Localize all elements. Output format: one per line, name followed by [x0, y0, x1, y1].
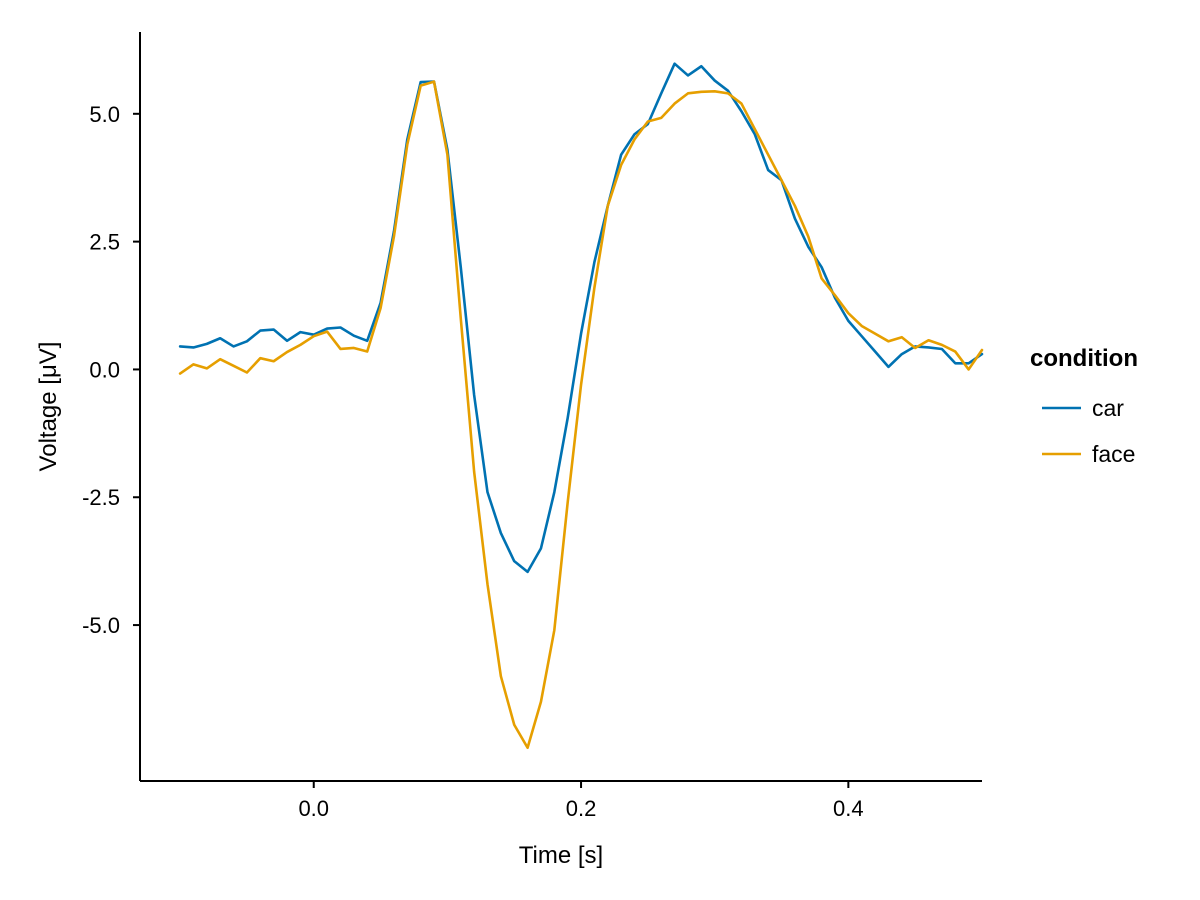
legend: condition car face	[1030, 345, 1138, 467]
legend-label-car: car	[1092, 395, 1124, 421]
x-axis-label: Time [s]	[519, 842, 603, 869]
series-line-face	[178, 80, 984, 750]
legend-label-face: face	[1092, 441, 1135, 467]
y-tick-label: -2.5	[82, 485, 120, 510]
y-tick-label: 0.0	[89, 357, 120, 382]
x-axis-ticks: 0.0 0.2 0.4	[298, 781, 864, 821]
series-layer	[178, 62, 984, 750]
x-tick-label: 0.2	[566, 796, 597, 821]
y-axis-ticks: 5.0 2.5 0.0 -2.5 -5.0	[82, 102, 140, 638]
y-tick-label: 2.5	[89, 230, 120, 255]
y-tick-label: 5.0	[89, 102, 120, 127]
x-tick-label: 0.4	[833, 796, 864, 821]
y-tick-label: -5.0	[82, 613, 120, 638]
x-tick-label: 0.0	[298, 796, 329, 821]
y-axis-label: Voltage [μV]	[35, 342, 62, 472]
series-line-car	[178, 62, 984, 574]
legend-title: condition	[1030, 345, 1138, 372]
